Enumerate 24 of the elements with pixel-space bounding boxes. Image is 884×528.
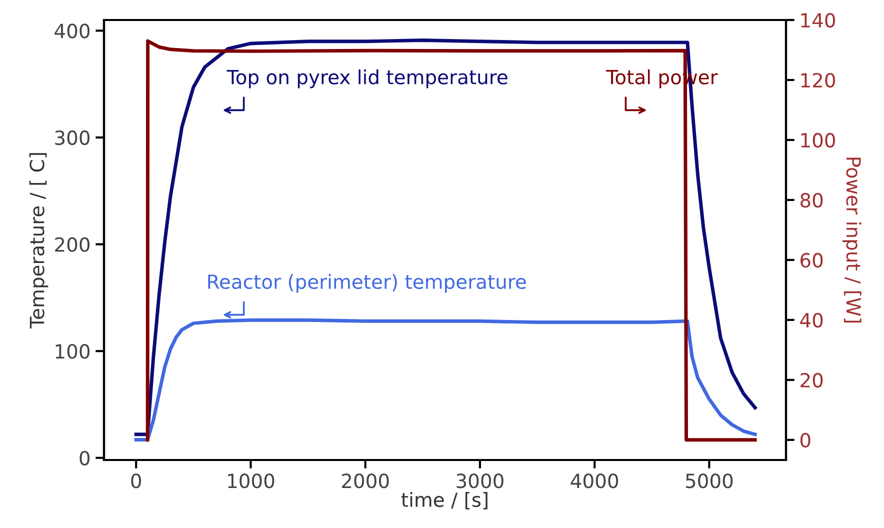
series-label: Reactor (perimeter) temperature: [208, 274, 526, 293]
y2-tick-label: 100: [801, 132, 836, 148]
series-label: Top on pyrex lid temperature: [226, 69, 508, 88]
y-axis-title: Temperature / [ C]: [29, 153, 48, 329]
y-tick-label: 300: [55, 130, 90, 146]
x-tick-label: 4000: [570, 474, 618, 488]
y2-tick-label: 0: [800, 432, 810, 448]
x-axis-title: time / [s]: [401, 492, 488, 510]
x-tick-label: 5000: [686, 474, 733, 488]
x-tick-label: 2000: [342, 474, 389, 488]
y2-tick-label: 120: [801, 72, 836, 88]
y2-tick-label: 80: [800, 192, 823, 208]
y2-tick-label: 20: [800, 372, 823, 388]
x-tick-label: 1000: [228, 474, 274, 488]
x-tick-label: 0: [131, 474, 141, 488]
y-tick-label: 200: [55, 237, 90, 252]
y2-tick-label: 140: [801, 12, 836, 28]
y-tick-label: 0: [80, 450, 90, 466]
y-tick-label: 100: [56, 344, 90, 359]
y2-tick-label: 40: [800, 312, 823, 328]
y2-tick-label: 60: [800, 252, 823, 268]
x-tick-label: 3000: [456, 474, 504, 488]
y-tick-label: 400: [54, 24, 90, 38]
y2-axis-title: Power input / [W]: [842, 158, 862, 322]
